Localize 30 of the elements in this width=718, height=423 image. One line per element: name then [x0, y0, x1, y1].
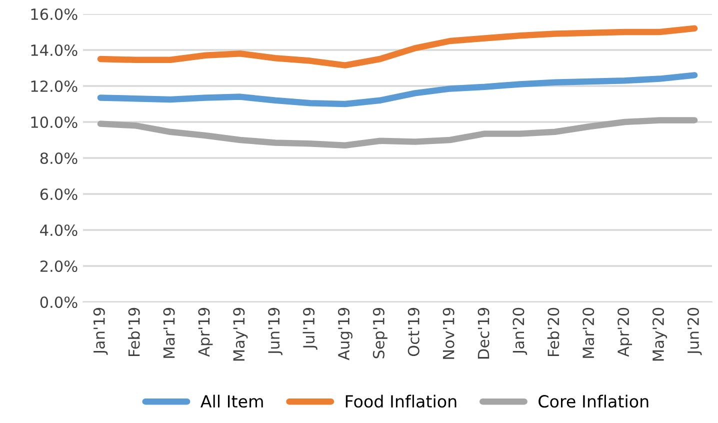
x-tick-label: Sep'19	[372, 308, 388, 358]
x-tick-label: Aug'19	[338, 308, 352, 360]
x-tick-label: Nov'19	[442, 308, 454, 359]
x-tick-label: Mar'20	[582, 308, 594, 358]
x-tick-label: Jun'19	[268, 308, 282, 356]
y-tick-label: 4.0%	[40, 224, 78, 236]
x-tick-label: Jun'20	[687, 308, 702, 356]
y-tick-label: 10.0%	[31, 116, 78, 128]
y-tick-label: 0.0%	[40, 296, 78, 308]
y-tick-label: 8.0%	[40, 152, 78, 164]
x-tick-label: Dec'19	[478, 308, 490, 359]
legend-label: Food Inflation	[346, 394, 456, 408]
y-tick-label: 16.0%	[31, 8, 78, 20]
y-tick-label: 14.0%	[31, 44, 78, 56]
x-tick-label: Jan'20	[512, 308, 528, 355]
x-tick-label: Apr'20	[618, 308, 632, 357]
x-tick-label: May'20	[652, 308, 667, 361]
x-tick-label: Jan'19	[93, 308, 108, 355]
legend-label: Core Inflation	[538, 394, 648, 408]
y-tick-label: 2.0%	[40, 260, 78, 272]
x-tick-label: Jul'19	[302, 308, 318, 350]
y-tick-label: 6.0%	[40, 188, 78, 200]
x-tick-label: May'19	[233, 308, 248, 361]
legend-label: All Item	[200, 394, 263, 408]
x-tick-label: Feb'20	[547, 308, 560, 356]
x-tick-label: Oct'19	[408, 308, 420, 356]
x-tick-label: Feb'19	[128, 308, 140, 356]
x-tick-label: Apr'19	[198, 308, 213, 357]
x-tick-label: Mar'19	[163, 308, 175, 358]
y-tick-label: 12.0%	[31, 80, 78, 92]
